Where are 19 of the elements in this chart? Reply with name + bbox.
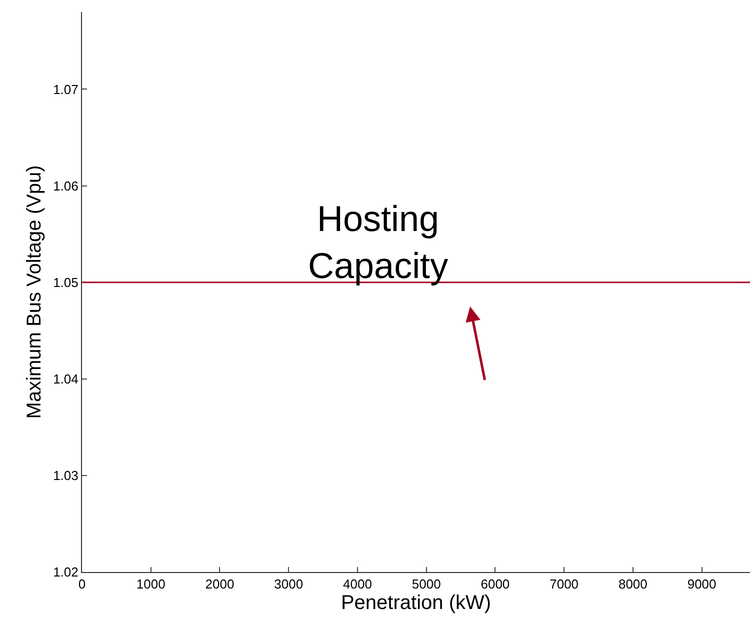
x-tick-label: 0: [78, 576, 86, 592]
y-tick-label: 1.06: [53, 178, 78, 194]
y-tick-label: 1.07: [53, 82, 78, 97]
x-tick-label: 1000: [136, 576, 166, 592]
y-tick-label: 1.04: [53, 371, 78, 386]
y-tick-label: 1.02: [53, 564, 78, 580]
x-tick-label: 9000: [687, 576, 716, 592]
x-tick-label: 3000: [274, 576, 304, 592]
x-tick-label: 2000: [205, 576, 234, 592]
y-tick-label: 1.03: [53, 468, 78, 483]
x-tick-label: 5000: [412, 576, 441, 592]
x-tick-label: 7000: [550, 576, 579, 592]
x-tick-label: 8000: [618, 576, 648, 592]
ref-line-label: Hosting Capacity: [308, 198, 448, 286]
y-tick-label: 1.05: [53, 274, 78, 290]
y-axis-title: Maximum Bus Voltage (Vpu): [24, 165, 46, 419]
x-tick-label: 6000: [480, 576, 510, 592]
x-tick-label: 4000: [343, 576, 372, 592]
x-axis-title: Penetration (kW): [340, 592, 492, 614]
